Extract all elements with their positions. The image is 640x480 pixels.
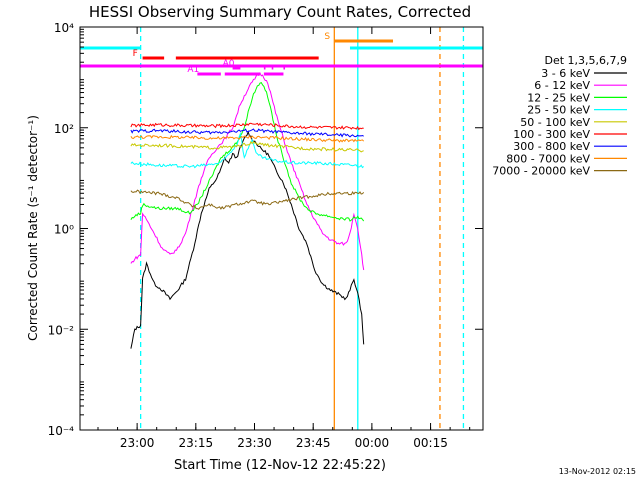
- state-bar-label: A1: [187, 65, 199, 75]
- y-tick-label: 10⁻⁴: [48, 424, 75, 438]
- x-tick-label: 00:15: [413, 436, 448, 450]
- x-tick-label: 23:15: [179, 436, 214, 450]
- legend-title: Det 1,3,5,6,7,9: [544, 54, 627, 67]
- legend-label-6-12-kev: 6 - 12 keV: [534, 79, 590, 92]
- series-line-6-12-kev: [130, 72, 365, 271]
- legend-label-25-50-kev: 25 - 50 keV: [527, 104, 590, 117]
- series-line-100-300-kev: [130, 122, 364, 131]
- state-bar-label: A0: [223, 59, 235, 69]
- y-tick-label: 10⁻²: [48, 323, 75, 337]
- y-tick-label: 10⁴: [54, 21, 74, 35]
- y-tick-label: 10²: [54, 122, 74, 136]
- series-line-800-7000-kev: [130, 134, 365, 143]
- series-line-25-50-kev: [130, 131, 365, 169]
- x-tick-label: 23:45: [296, 436, 331, 450]
- legend-label-300-800-kev: 300 - 800 keV: [513, 140, 590, 153]
- state-bar-label: F: [133, 49, 138, 59]
- series-line-7000-20000-kev: [130, 189, 365, 210]
- legend-label-800-7000-kev: 800 - 7000 keV: [506, 152, 590, 165]
- chart-title: HESSI Observing Summary Count Rates, Cor…: [89, 3, 471, 21]
- series-line-3-6-kev: [130, 130, 365, 349]
- state-bar-label: S: [324, 32, 330, 42]
- legend-label-3-6-kev: 3 - 6 keV: [541, 67, 590, 80]
- y-tick-label: 10⁰: [54, 223, 74, 237]
- series-line-50-100-kev: [130, 140, 364, 153]
- x-tick-label: 23:30: [237, 436, 272, 450]
- legend-label-50-100-kev: 50 - 100 keV: [520, 116, 590, 129]
- x-axis-label: Start Time (12-Nov-12 22:45:22): [174, 458, 386, 473]
- series-line-300-800-kev: [130, 128, 364, 138]
- x-tick-label: 23:00: [120, 436, 155, 450]
- series-line-12-25-kev: [130, 81, 365, 222]
- legend-label-100-300-kev: 100 - 300 keV: [513, 128, 590, 141]
- legend-label-12-25-kev: 12 - 25 keV: [527, 91, 590, 104]
- footer-date: 13-Nov-2012 02:15: [559, 467, 636, 476]
- state-bar-label: N: [70, 39, 77, 49]
- y-axis-label: Corrected Count Rate (s⁻¹ detector⁻¹): [26, 115, 40, 341]
- legend-label-7000-20000-kev: 7000 - 20000 keV: [492, 165, 590, 178]
- x-tick-label: 00:00: [355, 436, 390, 450]
